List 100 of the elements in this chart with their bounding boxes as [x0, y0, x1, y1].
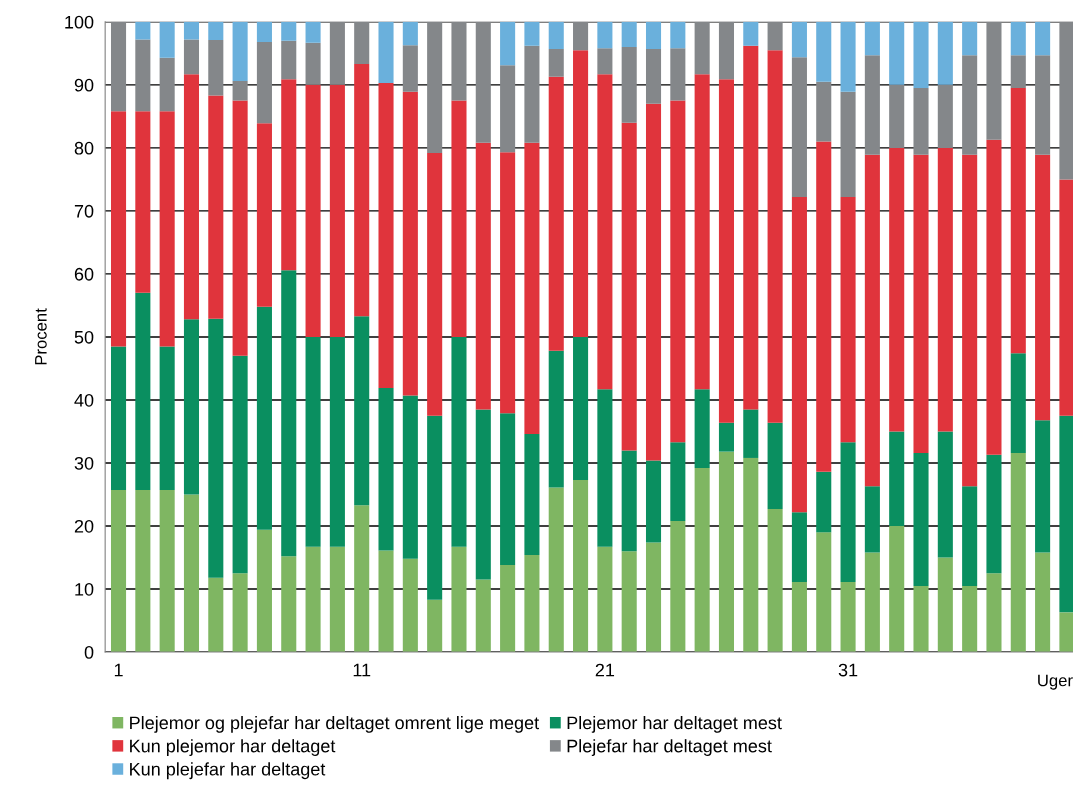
bar: [1010, 88, 1026, 354]
bar: [329, 84, 345, 337]
bar: [354, 21, 370, 65]
bar: [183, 39, 200, 75]
x-tick-label: 31: [838, 663, 858, 677]
bar: [208, 95, 224, 319]
bar: [986, 573, 1002, 653]
bar: [159, 111, 175, 347]
bar: [1010, 353, 1026, 453]
bar: [232, 81, 248, 101]
bar: [767, 50, 783, 423]
bar: [670, 21, 686, 49]
y-axis-title: Procent: [35, 308, 47, 365]
bar: [962, 55, 978, 155]
bar: [329, 546, 345, 653]
y-tick-label: 100: [65, 15, 94, 29]
bar: [451, 546, 467, 653]
bar: [937, 431, 953, 558]
bar: [1059, 612, 1073, 653]
legend-label: Kun plejemor har deltaget: [130, 739, 336, 756]
y-tick-label: 50: [74, 330, 94, 344]
bar: [840, 582, 856, 653]
bar: [256, 21, 272, 43]
bar: [1059, 179, 1073, 416]
bar: [889, 526, 905, 653]
bar: [791, 512, 807, 583]
bar: [329, 21, 345, 85]
bar: [962, 21, 978, 56]
bar: [451, 100, 467, 337]
bar: [354, 505, 370, 653]
bar: [573, 336, 589, 481]
bar: [718, 21, 735, 80]
y-tick-label: 40: [74, 393, 94, 407]
bar: [159, 346, 175, 491]
bar: [597, 389, 613, 547]
bar: [1010, 21, 1026, 56]
bar: [232, 21, 248, 82]
bar: [548, 487, 564, 653]
bar: [962, 486, 978, 586]
bar: [791, 21, 807, 58]
bar: [427, 21, 443, 153]
bar: [791, 57, 807, 198]
y-tick-label: 80: [74, 141, 94, 155]
bar: [378, 21, 394, 83]
bar: [475, 21, 491, 143]
bar: [694, 21, 710, 75]
bar: [743, 45, 759, 410]
bar: [548, 48, 564, 77]
bar: [475, 579, 491, 653]
bar: [500, 21, 516, 66]
bar: [402, 21, 418, 46]
bar: [256, 529, 272, 653]
bar: [232, 573, 248, 653]
bar: [305, 84, 321, 337]
bar: [889, 21, 905, 85]
bar: [791, 582, 807, 653]
bar: [913, 21, 929, 89]
y-tick-label: 0: [84, 645, 94, 659]
bar: [913, 585, 929, 653]
bar: [1035, 21, 1051, 56]
bar: [816, 141, 832, 472]
bar: [670, 48, 686, 101]
bar: [986, 139, 1002, 455]
bar: [1035, 552, 1051, 653]
bar: [937, 84, 953, 148]
bar: [694, 389, 710, 469]
bar: [986, 454, 1002, 574]
y-tick-label: 20: [74, 519, 94, 533]
bar: [451, 336, 467, 547]
bar: [500, 565, 516, 653]
bar: [718, 422, 735, 452]
y-tick-label: 10: [75, 582, 94, 596]
bar: [864, 55, 880, 155]
bar: [427, 152, 443, 416]
bar: [548, 21, 564, 49]
bar: [573, 50, 589, 337]
bar: [840, 442, 856, 583]
bar: [281, 270, 297, 557]
bar: [208, 318, 224, 578]
bar: [110, 21, 127, 112]
bar: [840, 91, 856, 198]
bar: [962, 154, 978, 487]
bar: [183, 494, 200, 653]
bar: [402, 91, 418, 396]
x-tick-label: 1: [114, 663, 123, 677]
bar: [816, 532, 832, 653]
bar: [889, 84, 905, 148]
bar: [183, 21, 200, 40]
bar: [451, 21, 467, 101]
bar: [645, 460, 662, 543]
bar: [159, 57, 175, 112]
bar: [159, 490, 175, 653]
x-tick-label: 21: [595, 663, 615, 677]
bar: [256, 123, 272, 307]
bar: [645, 103, 662, 461]
bar: [573, 480, 589, 653]
bar: [378, 82, 394, 388]
bar: [670, 442, 686, 521]
bar: [256, 306, 272, 530]
bar: [889, 147, 905, 432]
